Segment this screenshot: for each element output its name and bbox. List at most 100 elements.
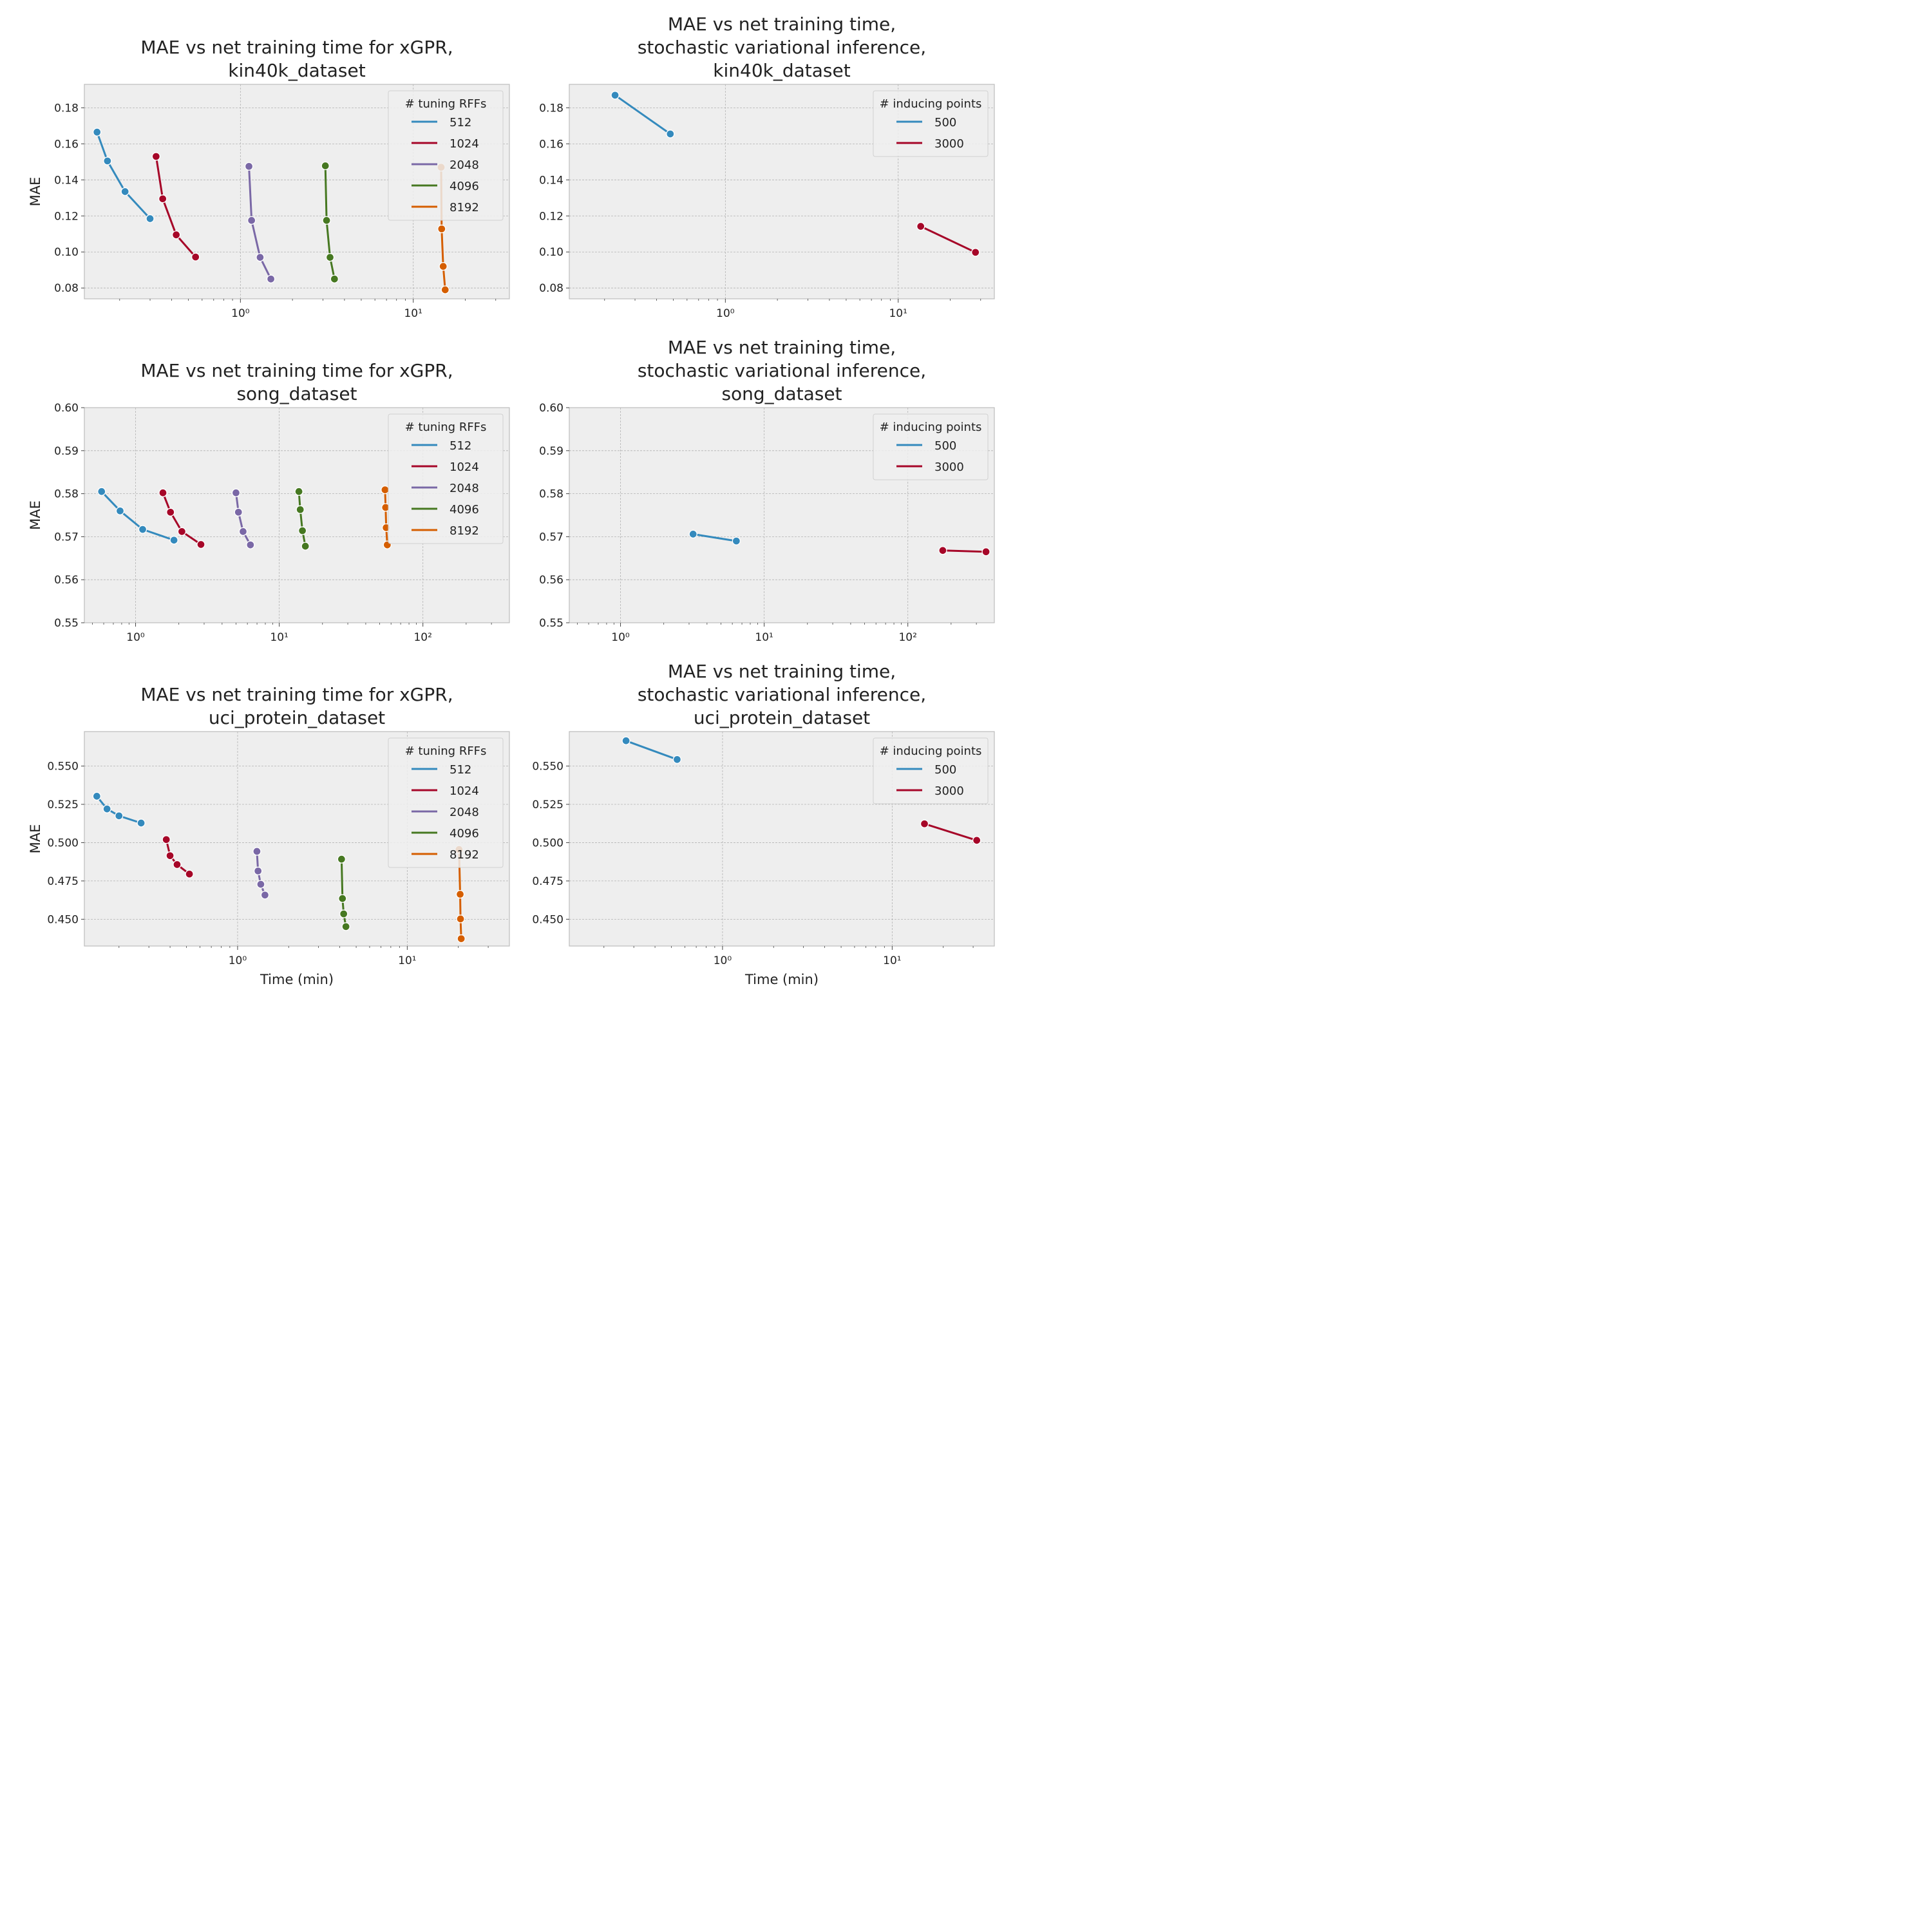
legend-entry: 1024 (450, 784, 479, 798)
y-axis-label: MAE (28, 177, 43, 207)
data-point (93, 128, 102, 137)
legend-box (873, 737, 989, 804)
x-tick-label: 10⁰ (611, 631, 630, 644)
x-tick-label: 10¹ (404, 307, 422, 320)
data-point (185, 869, 194, 878)
series-line-4096 (340, 859, 347, 927)
data-point (301, 542, 310, 551)
chart-panel-6: 0.450 0.475 0.500 0.525 0.550 10⁰ 10¹ MAE vs ne… (532, 661, 995, 987)
plot-frame (569, 84, 995, 299)
series-line-8192 (458, 849, 462, 939)
y-tick-label: 0.56 (54, 574, 79, 587)
chart-title-line: MAE vs net training time for xGPR, (140, 37, 453, 58)
data-point (166, 507, 175, 516)
data-point (231, 488, 241, 497)
data-point (455, 889, 465, 899)
series-line-512 (96, 131, 151, 220)
chart-title-line: MAE vs net training time, (668, 661, 896, 682)
y-tick-label: 0.525 (47, 799, 79, 811)
y-tick-label: 0.10 (54, 246, 79, 259)
legend-entry: 500 (934, 439, 956, 453)
data-point (92, 791, 101, 801)
data-point (173, 860, 182, 869)
y-tick-label: 0.12 (539, 210, 564, 223)
plot-frame (84, 731, 510, 947)
y-tick-label: 0.16 (539, 138, 564, 151)
y-tick-label: 0.450 (47, 913, 79, 926)
legend-title: # inducing points (880, 421, 982, 434)
x-tick-label: 10⁰ (714, 954, 732, 967)
data-point (247, 216, 256, 225)
y-tick-label: 0.57 (539, 531, 564, 544)
chart-title-line: MAE vs net training time for xGPR, (140, 360, 453, 381)
series-line-1024 (165, 839, 191, 875)
data-point (196, 540, 205, 549)
data-point (238, 527, 248, 536)
legend-box (873, 413, 989, 480)
legend-entry: 8192 (450, 524, 479, 538)
legend-title: # inducing points (880, 97, 982, 111)
data-point (102, 804, 111, 813)
data-point (457, 934, 466, 943)
legend-entry: 4096 (450, 503, 479, 516)
data-point (151, 152, 161, 161)
data-point (103, 156, 112, 166)
series-line-500 (692, 533, 737, 542)
legend: # tuning RFFs 512 1024 2048 4096 8192 (388, 413, 504, 544)
series-line-8192 (384, 489, 388, 545)
y-tick-label: 0.14 (54, 174, 79, 187)
y-tick-label: 0.55 (54, 617, 79, 630)
legend-entry: 512 (450, 763, 471, 777)
y-tick-label: 0.58 (539, 488, 564, 501)
legend-box (388, 90, 504, 221)
data-point (330, 274, 339, 283)
x-tick-label: 10¹ (883, 954, 901, 967)
chart-title-line: stochastic variational inference, (638, 37, 926, 58)
x-axis-label: Time (min) (744, 972, 819, 987)
chart-title-line: uci_protein_dataset (209, 707, 385, 728)
legend-entry: 2048 (450, 158, 479, 172)
data-point (298, 526, 307, 535)
data-point (158, 194, 167, 204)
chart-title-line: stochastic variational inference, (638, 684, 926, 705)
chart-title-line: stochastic variational inference, (638, 360, 926, 381)
y-tick-label: 0.18 (539, 102, 564, 115)
data-point (252, 847, 261, 856)
legend-entry: 3000 (934, 784, 964, 798)
data-point (260, 891, 270, 900)
series-line-2048 (235, 493, 252, 545)
legend: # inducing points 500 3000 (873, 413, 989, 480)
legend-title: # tuning RFFs (405, 744, 487, 758)
data-point (158, 488, 167, 497)
chart-title-line: song_dataset (236, 383, 357, 404)
legend-box (388, 737, 504, 868)
y-tick-label: 0.16 (54, 138, 79, 151)
data-point (254, 866, 263, 876)
y-tick-label: 0.525 (532, 799, 564, 811)
x-tick-label: 10¹ (270, 631, 288, 644)
chart-title-line: MAE vs net training time, (668, 337, 896, 358)
y-tick-label: 0.55 (539, 617, 564, 630)
data-point (171, 231, 181, 240)
legend-entry: 500 (934, 116, 956, 129)
legend-entry: 500 (934, 763, 956, 777)
data-point (439, 261, 448, 271)
y-axis-label: MAE (28, 824, 43, 854)
x-tick-label: 10¹ (398, 954, 416, 967)
series-line-1024 (155, 156, 196, 258)
legend: # tuning RFFs 512 1024 2048 4096 8192 (388, 90, 504, 221)
data-point (338, 894, 347, 903)
y-tick-label: 0.500 (47, 837, 79, 849)
x-axis-label: Time (min) (260, 972, 334, 987)
data-point (322, 216, 331, 225)
data-point (115, 506, 125, 515)
legend: # inducing points 500 3000 (873, 90, 989, 157)
series-line-512 (100, 491, 175, 542)
y-tick-label: 0.475 (47, 875, 79, 888)
data-point (938, 546, 947, 555)
data-point (321, 161, 330, 171)
data-point (339, 909, 348, 918)
data-point (256, 252, 265, 262)
chart-title-line: song_dataset (721, 383, 842, 404)
y-tick-label: 0.500 (532, 837, 564, 849)
